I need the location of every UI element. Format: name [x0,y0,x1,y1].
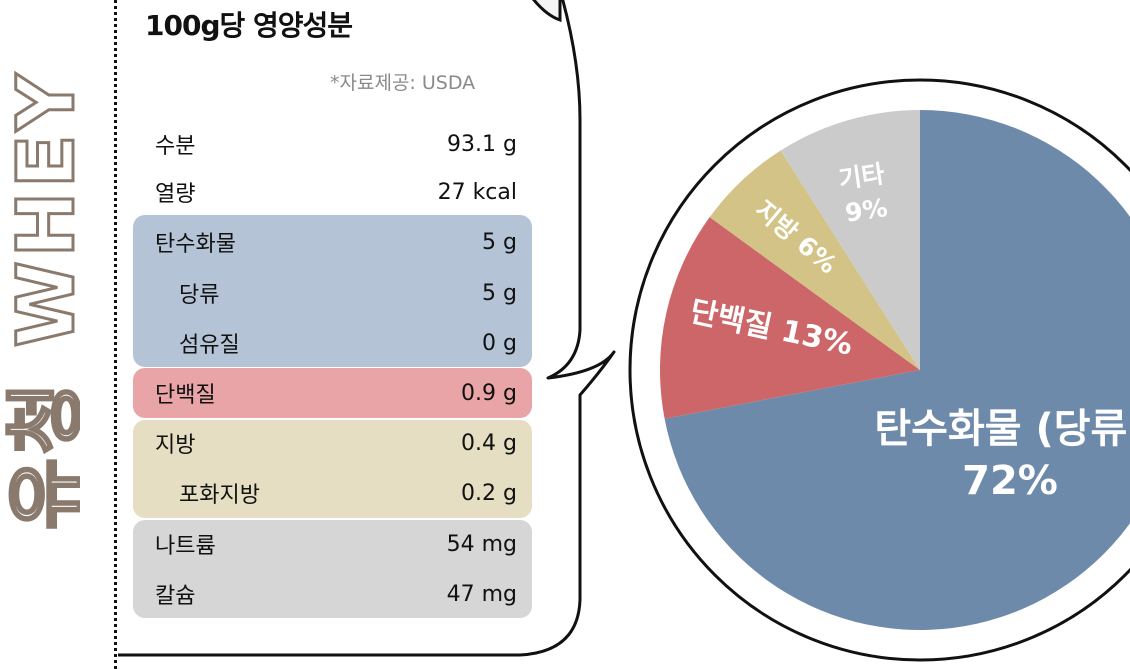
pie-label-value: 9% [843,193,890,228]
pie-label-carbohydrate: 탄수화물 (당류) 72% [874,403,1130,507]
nutrient-value: 54 mg [446,531,517,557]
nutrient-value: 5 g [482,280,517,306]
pie-label-value: 72% [962,458,1058,504]
nutrient-value: 27 kcal [437,179,517,205]
nutrition-row-fat: 지방 0.4 g [133,421,517,465]
nutrient-name: 칼슘 [155,584,196,609]
nutrition-row-protein: 단백질 0.9 g [133,371,517,415]
nutrient-name: 열량 [155,182,196,207]
nutrient-name: 당류 [179,283,220,308]
fat-group [133,420,532,518]
nutrient-name: 단백질 [155,383,216,408]
nutrient-name: 포화지방 [179,483,260,508]
protein-group [133,368,532,418]
nutrient-value: 93.1 g [447,131,517,157]
pie-slice-1 [660,217,920,419]
carbohydrate-group [133,215,532,367]
nutrient-value: 0.9 g [461,380,517,406]
pie-label-text: 탄수화물 (당류) [874,406,1130,452]
nutrition-row-fiber: 섬유질 0 g [133,321,517,365]
nutrition-row-sodium: 나트륨 54 mg [133,522,517,566]
nutrition-source: *자료제공: USDA [330,72,476,94]
nutrient-value: 0.2 g [461,480,517,506]
minerals-group [133,520,532,618]
nutrient-name: 섬유질 [179,333,240,358]
nutrition-row-calcium: 칼슘 47 mg [133,572,517,616]
nutrient-value: 0.4 g [461,430,517,456]
nutrition-row-water: 수분 93.1 g [133,122,517,166]
nutrient-name: 지방 [155,433,196,458]
nutrition-row-saturated-fat: 포화지방 0.2 g [133,471,517,515]
pie-slice-0 [664,110,1130,630]
pie-slice-2 [709,150,920,370]
nutrition-row-sugar: 당류 5 g [133,271,517,315]
nutrient-value: 47 mg [446,581,517,607]
nutrient-value: 0 g [482,330,517,356]
nutrition-row-energy: 열량 27 kcal [133,170,517,214]
dotted-divider [114,0,117,669]
nutrient-name: 나트륨 [155,534,216,559]
pie-label-other: 기타 9% [836,157,891,231]
nutrition-title: 100g당 영양성분 [145,9,353,42]
pie-slice-3 [780,110,920,370]
nutrient-name: 수분 [155,134,196,159]
nutrient-name: 탄수화물 [155,232,236,257]
nutrition-row-carbohydrate: 탄수화물 5 g [133,220,517,264]
nutrient-value: 5 g [482,229,517,255]
